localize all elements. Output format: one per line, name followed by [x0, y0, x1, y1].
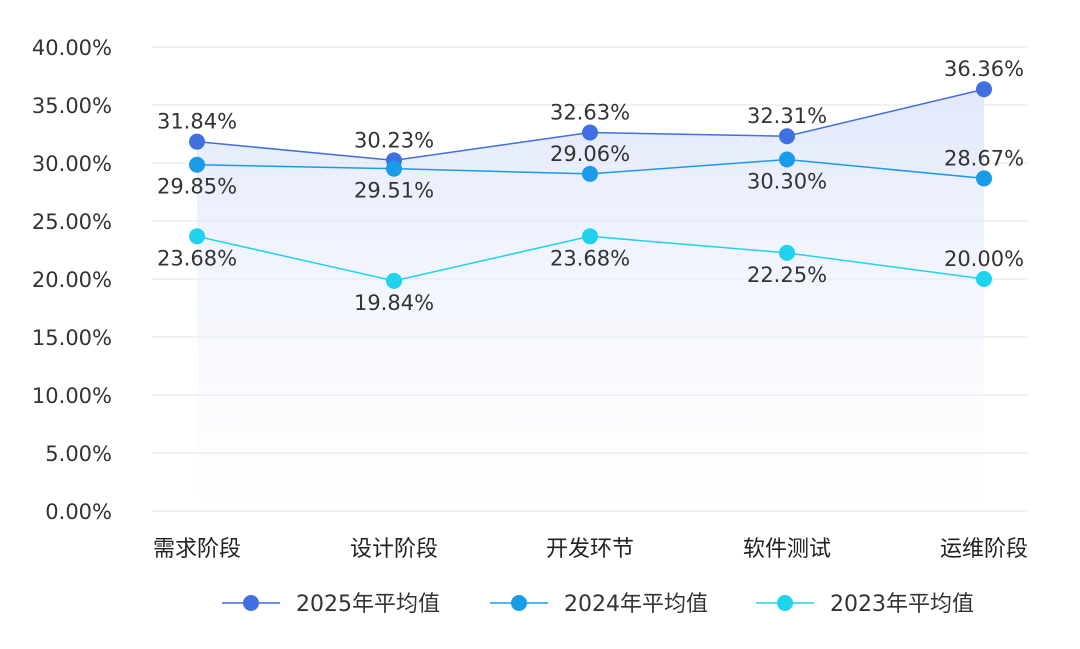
data-point — [976, 170, 992, 187]
data-label: 22.25% — [747, 263, 827, 287]
data-point — [582, 165, 598, 182]
y-axis-tick-labels: 0.00% 5.00% 10.00% 15.00% 20.00% 25.00% 30.00%… — [32, 36, 112, 524]
data-label: 23.68% — [550, 246, 630, 270]
data-point — [189, 228, 205, 245]
y-tick-label: 30.00% — [32, 152, 112, 176]
legend-marker — [777, 595, 793, 611]
y-tick-label: 35.00% — [32, 94, 112, 118]
data-label: 30.23% — [354, 128, 434, 152]
data-label: 28.67% — [944, 146, 1024, 170]
data-label: 32.63% — [550, 100, 630, 124]
data-point — [582, 228, 598, 245]
y-tick-label: 40.00% — [32, 36, 112, 60]
data-point — [779, 244, 795, 261]
series-points — [189, 81, 992, 289]
legend-marker — [243, 595, 259, 611]
data-point — [189, 156, 205, 173]
legend: 2025年平均值 2024年平均值 2023年平均值 — [222, 592, 974, 617]
legend-marker — [511, 595, 527, 611]
y-tick-label: 10.00% — [32, 384, 112, 408]
data-point — [386, 272, 402, 289]
y-tick-label: 20.00% — [32, 268, 112, 292]
data-label: 32.31% — [747, 104, 827, 128]
data-label: 19.84% — [354, 291, 434, 315]
data-point — [386, 160, 402, 177]
data-point — [582, 124, 598, 141]
data-point — [779, 128, 795, 145]
data-labels: 31.84% 30.23% 32.63% 32.31% 36.36% 29.85% 29.5… — [157, 57, 1024, 315]
area-fill — [197, 89, 984, 511]
x-category-label: 开发环节 — [546, 537, 634, 562]
data-point — [779, 151, 795, 168]
data-label: 23.68% — [157, 246, 237, 270]
y-tick-label: 15.00% — [32, 326, 112, 350]
data-label: 29.51% — [354, 179, 434, 203]
y-tick-label: 5.00% — [45, 442, 112, 466]
data-label: 31.84% — [157, 110, 237, 134]
data-label: 29.06% — [550, 142, 630, 166]
legend-item-0[interactable]: 2025年平均值 — [222, 592, 440, 617]
legend-label: 2025年平均值 — [296, 592, 440, 617]
data-label: 36.36% — [944, 57, 1024, 81]
area-fill-2025 — [197, 89, 984, 511]
x-category-label: 设计阶段 — [350, 537, 438, 562]
data-point — [189, 133, 205, 150]
y-tick-label: 25.00% — [32, 210, 112, 234]
data-label: 20.00% — [944, 247, 1024, 271]
legend-item-1[interactable]: 2024年平均值 — [490, 592, 708, 617]
data-label: 29.85% — [157, 175, 237, 199]
legend-label: 2023年平均值 — [830, 592, 974, 617]
x-category-label: 软件测试 — [743, 537, 831, 562]
data-label: 30.30% — [747, 170, 827, 194]
y-tick-label: 0.00% — [45, 500, 112, 524]
data-point — [976, 271, 992, 287]
x-category-label: 需求阶段 — [153, 537, 241, 562]
legend-label: 2024年平均值 — [564, 592, 708, 617]
x-category-label: 运维阶段 — [940, 537, 1028, 562]
legend-item-2[interactable]: 2023年平均值 — [756, 592, 974, 617]
x-axis-category-labels: 需求阶段 设计阶段 开发环节 软件测试 运维阶段 — [153, 537, 1028, 562]
data-point — [976, 81, 992, 98]
